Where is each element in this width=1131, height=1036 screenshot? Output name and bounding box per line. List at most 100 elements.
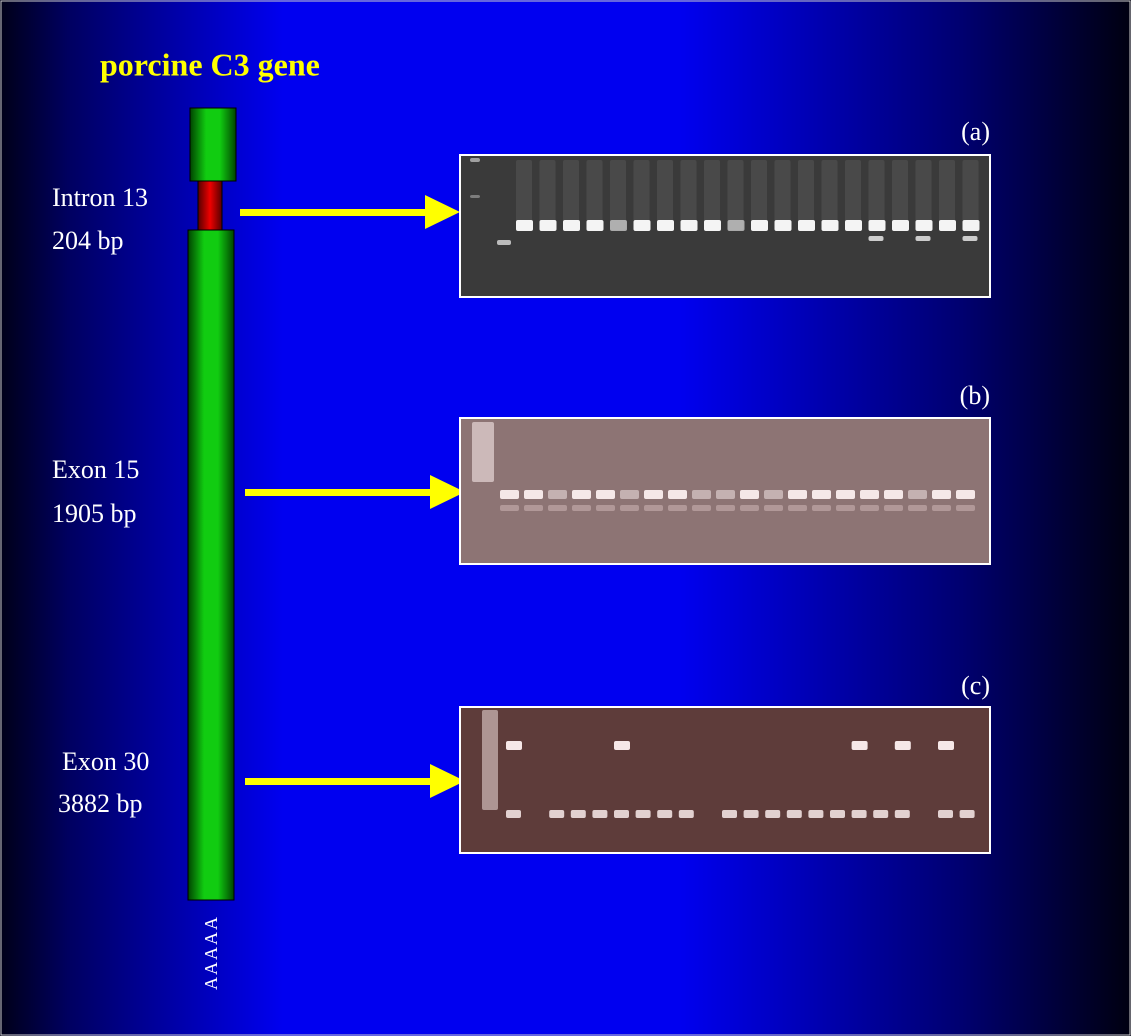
region-size: 1905 bp <box>52 499 137 528</box>
arrow-shaft <box>245 778 435 785</box>
gel-band <box>895 810 910 818</box>
gel-band <box>938 741 954 750</box>
intron-segment <box>198 181 222 230</box>
gel-band <box>549 810 564 818</box>
gel-band <box>740 505 759 511</box>
gel-image <box>460 707 990 853</box>
gel-band <box>852 810 867 818</box>
gel-band <box>614 810 629 818</box>
gel-band <box>775 160 791 230</box>
title: porcine C3 gene <box>100 46 320 82</box>
gel-band <box>873 810 888 818</box>
gel-band <box>524 505 543 511</box>
gel-band <box>892 160 908 230</box>
gel-band <box>587 160 603 230</box>
gel-band <box>869 160 885 230</box>
gel-band <box>728 160 744 230</box>
gel-band <box>751 220 768 231</box>
gel-band <box>634 160 650 230</box>
gel-band <box>634 220 651 231</box>
gel-band <box>470 158 480 162</box>
gel-band <box>506 741 522 750</box>
gel-band <box>963 236 978 241</box>
gel-band <box>563 220 580 231</box>
gel-band <box>852 741 868 750</box>
gel-band <box>932 490 951 499</box>
gel-band <box>620 505 639 511</box>
gel-band <box>938 810 953 818</box>
gel-band <box>728 220 745 231</box>
gel-band <box>516 220 533 231</box>
gel-band <box>845 220 862 231</box>
gel-band <box>668 505 687 511</box>
gel-band <box>860 490 879 499</box>
gel-band <box>692 490 711 499</box>
region-size: 204 bp <box>52 226 124 255</box>
gel-band <box>798 220 815 231</box>
region-size: 3882 bp <box>58 789 143 818</box>
gel-band <box>869 220 886 231</box>
gel-band <box>679 810 694 818</box>
gel-band <box>836 505 855 511</box>
gel-band <box>614 741 630 750</box>
gel-band <box>884 505 903 511</box>
gel-band <box>548 505 567 511</box>
gel-band <box>571 810 586 818</box>
gel-band <box>592 810 607 818</box>
gel-band <box>470 195 480 198</box>
gel-band <box>644 505 663 511</box>
gel-band <box>775 220 792 231</box>
gel-band <box>798 160 814 230</box>
gel-band <box>540 160 556 230</box>
region-name: Exon 30 <box>62 747 149 776</box>
panel-label: (c) <box>961 671 990 700</box>
gel-band <box>956 490 975 499</box>
gel-band <box>764 505 783 511</box>
gel-band <box>620 490 639 499</box>
gel-band <box>939 220 956 231</box>
gel-band <box>610 160 626 230</box>
arrow-shaft <box>245 489 435 496</box>
gel-band <box>908 505 927 511</box>
gel-band <box>916 236 931 241</box>
gel-band <box>657 220 674 231</box>
gel-band <box>895 741 911 750</box>
region-name: Exon 15 <box>52 455 139 484</box>
gene-segment <box>190 108 236 181</box>
gel-band <box>892 220 909 231</box>
gel-band <box>516 160 532 230</box>
gel-band <box>692 505 711 511</box>
gene-segment <box>188 230 234 900</box>
gel-band <box>572 505 591 511</box>
gel-band <box>884 490 903 499</box>
gel-band <box>939 160 955 230</box>
gel-band <box>681 160 697 230</box>
gel-band <box>596 490 615 499</box>
gel-band <box>500 490 519 499</box>
gel-band <box>751 160 767 230</box>
gel-band <box>704 160 720 230</box>
gel-band <box>836 490 855 499</box>
gel-band <box>932 505 951 511</box>
gel-band <box>681 220 698 231</box>
gel-band <box>610 220 627 231</box>
gel-band <box>506 810 521 818</box>
arrow-shaft <box>240 209 430 216</box>
gel-band <box>764 490 783 499</box>
gel-band <box>869 236 884 241</box>
gel-band <box>830 810 845 818</box>
gel-band <box>540 220 557 231</box>
poly-a: AAAAA <box>201 915 221 990</box>
slide: porcine C3 gene AAAAA Intron 13 204 bp E… <box>0 0 1131 1036</box>
gel-band <box>787 810 802 818</box>
gel-band <box>822 220 839 231</box>
gel-band <box>548 490 567 499</box>
gel-band <box>740 490 759 499</box>
gel-band <box>822 160 838 230</box>
gel-band <box>497 240 511 245</box>
gel-band <box>765 810 780 818</box>
gel-band <box>524 490 543 499</box>
gel-band <box>812 505 831 511</box>
gel-band <box>956 505 975 511</box>
gel-band <box>500 505 519 511</box>
